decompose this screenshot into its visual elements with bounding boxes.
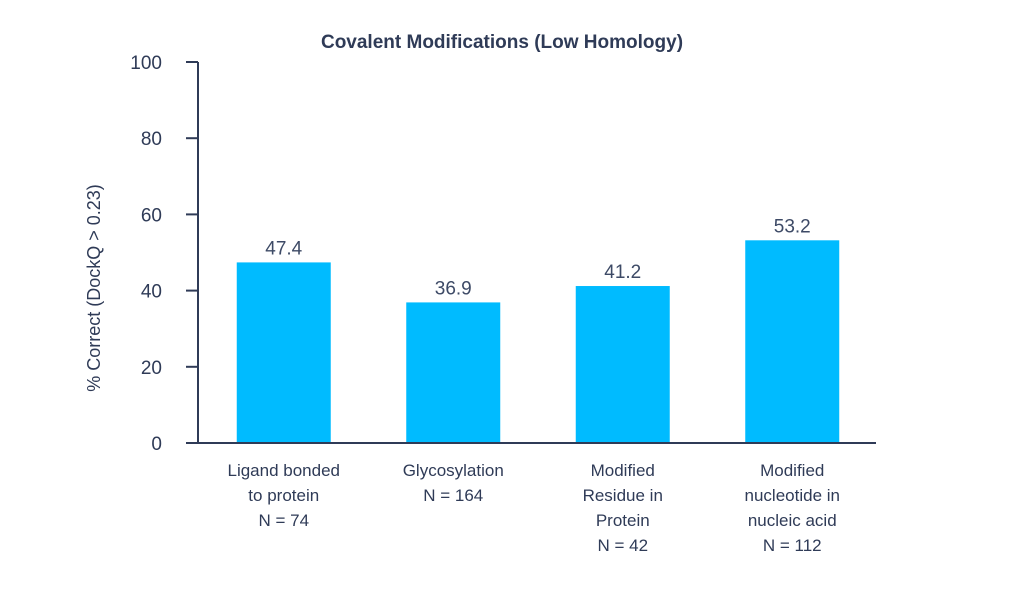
y-tick-label: 80 [141,129,162,150]
value-labels: 47.4 36.9 41.2 53.2 [265,216,810,299]
x-tick-label: Modified Residue in Protein N = 42 [583,461,663,555]
data-label: 36.9 [435,278,472,299]
y-tick-label: 20 [141,358,162,379]
x-tick-label-line: N = 164 [423,486,483,505]
x-tick-label: Ligand bonded to protein N = 74 [227,461,340,530]
x-tick-label-line: Residue in [583,486,663,505]
y-tick-label: 0 [151,434,162,455]
bar [745,240,840,443]
x-tick-label-line: Protein [596,511,650,530]
x-tick-label-line: N = 112 [763,536,822,555]
x-tick-label-line: nucleic acid [748,511,837,530]
x-tick-label-line: Modified [591,461,655,480]
y-tick-label: 100 [130,53,162,74]
x-tick-label-line: Glycosylation [403,461,504,480]
x-tick-label-line: Modified [760,461,824,480]
bars [236,240,840,443]
data-label: 41.2 [604,262,641,283]
y-axis-label: % Correct (DockQ > 0.23) [84,184,104,392]
y-tick-label: 60 [141,205,162,226]
chart-title: Covalent Modifications (Low Homology) [321,32,683,53]
x-tick-label-line: N = 42 [597,536,648,555]
x-tick-label-line: N = 74 [258,511,309,530]
x-tick-label-line: to protein [248,486,319,505]
x-tick-label: Modified nucleotide in nucleic acid N = 112 [745,461,840,555]
x-tick-label: Glycosylation N = 164 [403,461,504,505]
bar [406,302,501,443]
y-tick-label: 40 [141,282,162,303]
y-axis-ticks: 0 20 40 60 80 100 [130,53,198,455]
x-tick-label-line: nucleotide in [745,486,840,505]
data-label: 53.2 [774,216,811,237]
data-label: 47.4 [265,238,302,259]
bar [236,262,331,443]
x-tick-label-line: Ligand bonded [227,461,340,480]
category-labels: Ligand bonded to protein N = 74 Glycosylati… [227,461,839,555]
bar [575,286,670,443]
